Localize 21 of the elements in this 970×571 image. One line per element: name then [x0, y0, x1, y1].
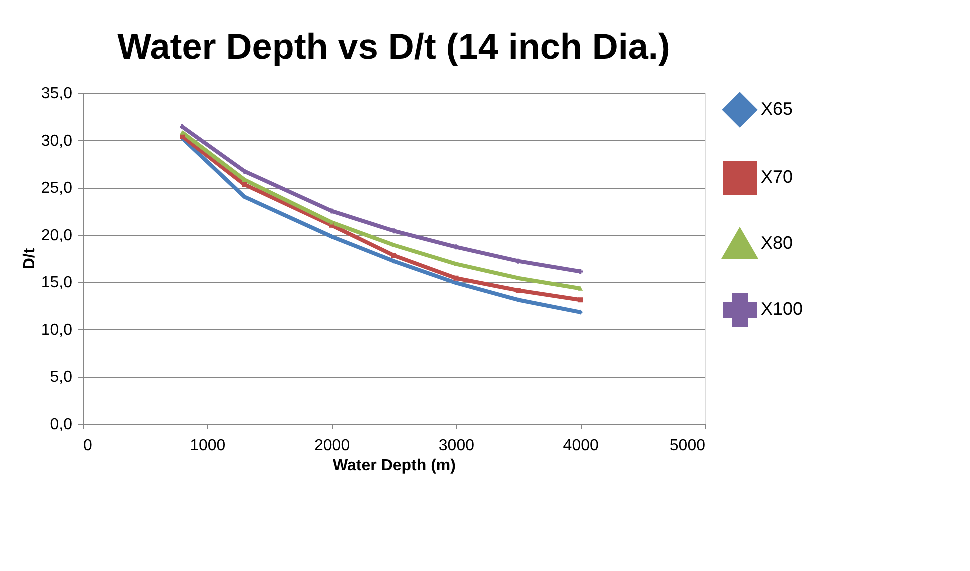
- x-tick-label: 0: [84, 438, 92, 454]
- legend-label: X65: [761, 99, 794, 119]
- x-tick-label: 3000: [438, 438, 475, 454]
- y-axis-title: D/t: [21, 248, 38, 270]
- y-tick-label: 30,0: [41, 132, 73, 150]
- x-tick-label: 4000: [563, 438, 599, 454]
- x-tick-label: 5000: [670, 438, 706, 454]
- x-tick-label: 2000: [314, 438, 350, 454]
- x-axis-title: Water Depth (m): [333, 458, 456, 474]
- legend-label: X100: [761, 299, 804, 319]
- y-tick-label: 15,0: [41, 274, 73, 292]
- y-tick-label: 0,0: [50, 416, 73, 434]
- legend-label: X80: [761, 233, 794, 253]
- y-tick-label: 20,0: [41, 227, 73, 244]
- chart-title: Water Depth vs D/t (14 inch Dia.): [118, 26, 670, 67]
- y-tick-label: 5,0: [50, 369, 73, 386]
- legend-label: X70: [761, 167, 794, 187]
- y-tick-label: 10,0: [41, 322, 73, 339]
- x-tick-label: 1000: [190, 438, 226, 454]
- y-tick-label: 35,0: [41, 86, 73, 102]
- y-tick-label: 25,0: [41, 180, 73, 198]
